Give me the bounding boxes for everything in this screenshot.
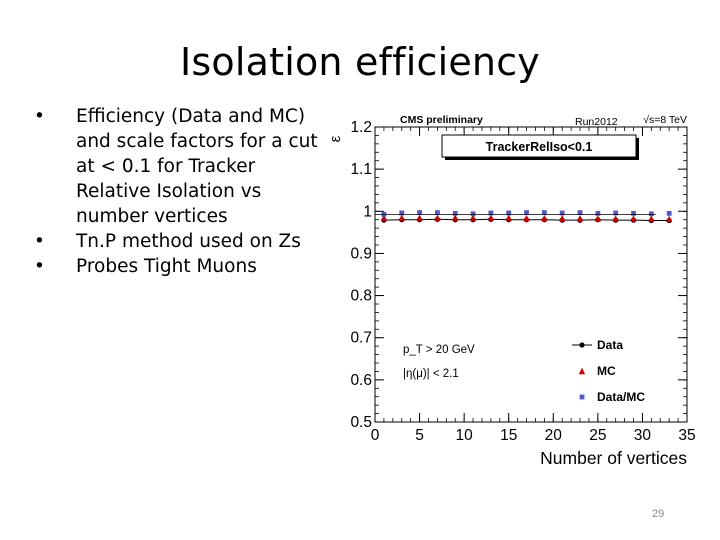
legend-marker [578,367,586,375]
mark-layer [375,210,673,224]
label-layer: 0.5 0.6 0.7 0.8 0.9 1 1.1 1.2 0 5 10 15 20 25 30 35 Numb… [330,114,696,468]
y-tick-label: 0.6 [350,372,372,389]
x-tick-label: 0 [371,427,380,444]
mc-point [505,214,512,221]
annotation-eta: |η(μ)| < 2.1 [403,368,459,380]
efficiency-plot: 0.5 0.6 0.7 0.8 0.9 1 1.1 1.2 0 5 10 15 20 25 30 35 Numb… [330,105,700,475]
mc-point [648,215,655,222]
y-tick-label: 1.1 [350,161,372,178]
legend-label: Data/MC [597,390,645,404]
legend-label: MC [597,364,616,378]
bullet-text: Tn.P method used on Zs [76,231,301,252]
mc-point [487,214,495,221]
mc-point [594,215,602,222]
ratio-point [435,210,440,215]
slide-title: Isolation efficiency [180,40,540,84]
ratio-point [452,210,458,216]
x-tick-label: 20 [545,427,563,444]
mc-point [630,215,637,222]
y-tick-label: 0.8 [350,288,372,305]
bullet-glyph: • [34,256,45,277]
annotation-pt: p_T > 20 GeV [403,344,475,356]
x-tick-label: 15 [500,427,517,444]
ratio-point [470,211,476,217]
x-tick-label: 5 [415,427,424,444]
bullet-item: • Tn.P method used on Zs [34,229,334,254]
y-axis-label: ε [330,135,344,142]
ratio-point [666,210,672,216]
label-box-text: TrackerRelIso<0.1 [486,140,593,154]
ratio-point [541,210,547,215]
mc-point [398,214,405,221]
bullet-item: • Probes Tight Muons [34,254,334,279]
y-tick-label: 0.9 [350,245,372,262]
plot-frame [374,126,688,423]
mc-point [559,214,566,222]
ratio-point [381,211,387,217]
legend-marker [579,342,585,348]
ratio-point [631,210,636,216]
x-tick-label: 25 [589,427,606,444]
x-axis-label: Number of vertices [540,448,687,468]
legend-label: Data [597,338,623,352]
mc-point [612,215,619,222]
ratio-point [577,210,583,215]
bullet-list: • Efficiency (Data and MC) and scale fact… [34,104,334,279]
x-tick-label: 35 [678,427,695,444]
axes-layer [374,126,688,423]
ratio-point [488,210,494,216]
ratio-point [417,210,422,215]
mc-point [541,214,548,222]
mc-point [452,214,459,221]
bullet-text: Probes Tight Muons [76,256,257,277]
bullet-item: • Efficiency (Data and MC) and scale fact… [34,104,334,229]
mc-point [380,214,388,221]
mc-point [469,214,477,221]
y-tick-label: 0.5 [350,414,372,431]
ratio-point [524,210,529,215]
ratio-point [506,210,512,216]
ratio-point [559,210,565,216]
header-mid: Run2012 [575,116,618,128]
y-tick-label: 0.7 [350,330,372,347]
ratio-point [399,210,405,216]
legend-marker [579,394,585,400]
y-tick-label: 1 [363,203,372,220]
mc-point [434,214,441,221]
ratio-point [648,211,654,217]
page-number: 29 [652,508,665,520]
ratio-point [613,210,619,216]
mc-point [576,214,584,222]
ratio-point [595,210,601,216]
header-left: CMS preliminary [400,114,483,126]
y-tick-label: 1.2 [350,119,372,136]
header-right: √s=8 TeV [643,114,687,126]
bullet-glyph: • [34,231,45,252]
mc-point [523,214,530,222]
mc-point [665,215,673,223]
x-tick-label: 30 [634,427,652,444]
plot-background [330,105,700,475]
x-tick-label: 10 [456,427,474,444]
mc-point [416,214,423,221]
bullet-text: Efficiency (Data and MC) and scale facto… [76,106,318,227]
label-box [441,134,637,158]
bullet-glyph: • [34,106,45,127]
